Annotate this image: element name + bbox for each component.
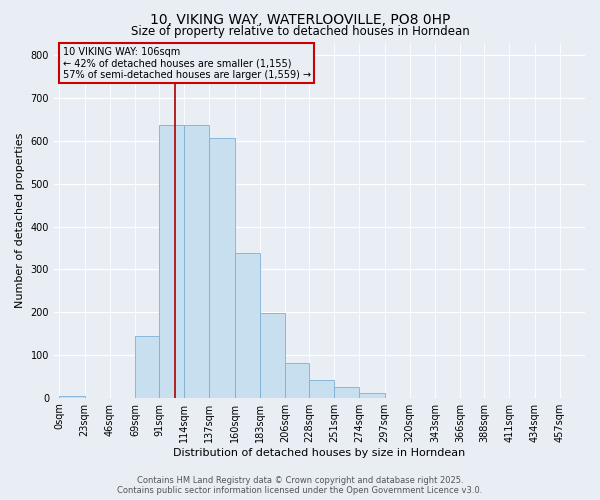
Text: Contains HM Land Registry data © Crown copyright and database right 2025.: Contains HM Land Registry data © Crown c… bbox=[137, 476, 463, 485]
Text: Size of property relative to detached houses in Horndean: Size of property relative to detached ho… bbox=[131, 25, 469, 38]
Bar bbox=[135, 336, 159, 398]
Bar bbox=[184, 124, 209, 398]
Bar bbox=[334, 387, 359, 398]
Bar bbox=[159, 124, 184, 398]
Bar bbox=[285, 362, 309, 398]
Bar bbox=[309, 380, 334, 398]
Y-axis label: Number of detached properties: Number of detached properties bbox=[15, 132, 25, 308]
Text: Contains public sector information licensed under the Open Government Licence v3: Contains public sector information licen… bbox=[118, 486, 482, 495]
Text: 10, VIKING WAY, WATERLOOVILLE, PO8 0HP: 10, VIKING WAY, WATERLOOVILLE, PO8 0HP bbox=[150, 12, 450, 26]
Bar bbox=[209, 138, 235, 398]
Bar bbox=[260, 313, 285, 398]
Bar bbox=[359, 392, 385, 398]
Bar bbox=[59, 396, 85, 398]
Text: 10 VIKING WAY: 106sqm
← 42% of detached houses are smaller (1,155)
57% of semi-d: 10 VIKING WAY: 106sqm ← 42% of detached … bbox=[62, 47, 311, 80]
Bar bbox=[235, 253, 260, 398]
X-axis label: Distribution of detached houses by size in Horndean: Distribution of detached houses by size … bbox=[173, 448, 466, 458]
